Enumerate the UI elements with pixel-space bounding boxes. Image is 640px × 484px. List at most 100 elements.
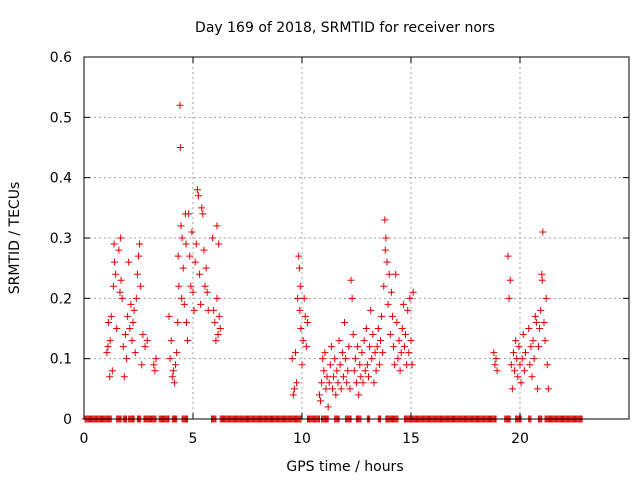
data-point: [346, 385, 354, 393]
data-point: [505, 294, 513, 302]
data-point: [398, 325, 406, 332]
data-point: [173, 349, 181, 357]
data-point: [374, 325, 382, 332]
data-point: [544, 385, 552, 393]
data-point: [124, 312, 132, 320]
data-point: [180, 300, 188, 308]
data-point: [519, 331, 527, 339]
data-point: [347, 276, 355, 284]
data-point: [362, 325, 370, 332]
data-point: [172, 361, 180, 369]
data-point: [373, 343, 381, 351]
data-point: [372, 367, 380, 375]
data-point: [168, 373, 176, 381]
data-point: [341, 318, 349, 326]
data-point: [296, 306, 304, 314]
data-point: [317, 397, 325, 405]
data-point: [386, 331, 394, 339]
x-tick-label: 10: [293, 431, 311, 447]
data-point: [405, 349, 413, 357]
data-point: [325, 379, 333, 387]
x-tick-label: 0: [80, 431, 89, 447]
data-point: [406, 294, 414, 302]
data-point: [143, 337, 151, 345]
data-point: [141, 343, 149, 351]
data-point: [170, 379, 178, 387]
data-point: [381, 246, 389, 254]
data-point: [179, 264, 187, 272]
data-point: [167, 337, 175, 345]
data-point: [106, 373, 114, 381]
data-point: [396, 367, 404, 375]
y-tick-label: 0.5: [50, 110, 72, 126]
data-point: [120, 373, 128, 381]
data-point: [371, 349, 379, 357]
data-point: [128, 337, 136, 345]
data-point: [174, 318, 182, 326]
data-point: [541, 337, 549, 345]
data-point: [200, 246, 208, 254]
data-point: [521, 349, 529, 357]
data-point: [391, 361, 399, 369]
data-point: [409, 288, 417, 296]
data-point: [295, 252, 303, 260]
data-point: [212, 337, 220, 345]
data-point: [392, 270, 400, 278]
data-point: [216, 325, 224, 332]
data-point: [525, 325, 533, 332]
data-point: [115, 246, 123, 254]
data-point: [294, 294, 302, 302]
data-point: [358, 349, 366, 357]
data-point: [516, 361, 524, 369]
data-point: [186, 252, 194, 260]
data-point: [378, 312, 386, 320]
data-point: [353, 379, 360, 387]
data-point: [512, 337, 520, 345]
data-point: [152, 355, 160, 363]
data-point: [123, 355, 131, 363]
data-point: [110, 240, 118, 248]
data-point: [189, 288, 197, 296]
data-point: [407, 337, 415, 345]
data-point: [197, 300, 205, 308]
data-point: [532, 318, 540, 326]
data-point: [342, 355, 350, 363]
data-point: [527, 343, 535, 351]
y-tick-label: 0.2: [50, 291, 72, 307]
data-point: [329, 385, 337, 393]
data-point: [210, 306, 218, 314]
data-point: [368, 355, 376, 363]
y-tick-label: 0.4: [50, 171, 72, 187]
data-point: [103, 349, 111, 357]
data-point: [366, 343, 374, 351]
data-point: [175, 282, 183, 290]
data-point: [404, 306, 412, 314]
data-point: [539, 228, 547, 236]
data-point: [381, 216, 389, 224]
data-point: [288, 355, 296, 363]
data-point: [198, 204, 206, 212]
y-tick-label: 0.6: [50, 50, 72, 66]
data-point: [490, 349, 498, 357]
data-point: [492, 355, 500, 363]
data-point: [528, 373, 536, 381]
data-point: [344, 367, 352, 375]
data-point: [517, 379, 525, 387]
data-point: [518, 355, 526, 363]
data-point: [323, 373, 331, 381]
grid-lines: [84, 57, 629, 419]
data-point: [300, 294, 308, 302]
data-point: [520, 367, 528, 375]
data-point: [202, 264, 210, 272]
data-point: [137, 282, 145, 290]
data-point: [395, 337, 403, 345]
data-point: [130, 306, 138, 314]
data-point: [133, 270, 141, 278]
data-point: [348, 294, 356, 302]
data-point: [215, 312, 223, 320]
data-point: [111, 258, 119, 266]
data-point: [506, 276, 514, 284]
data-point: [119, 343, 127, 351]
data-point: [535, 343, 543, 351]
data-point: [384, 300, 392, 308]
